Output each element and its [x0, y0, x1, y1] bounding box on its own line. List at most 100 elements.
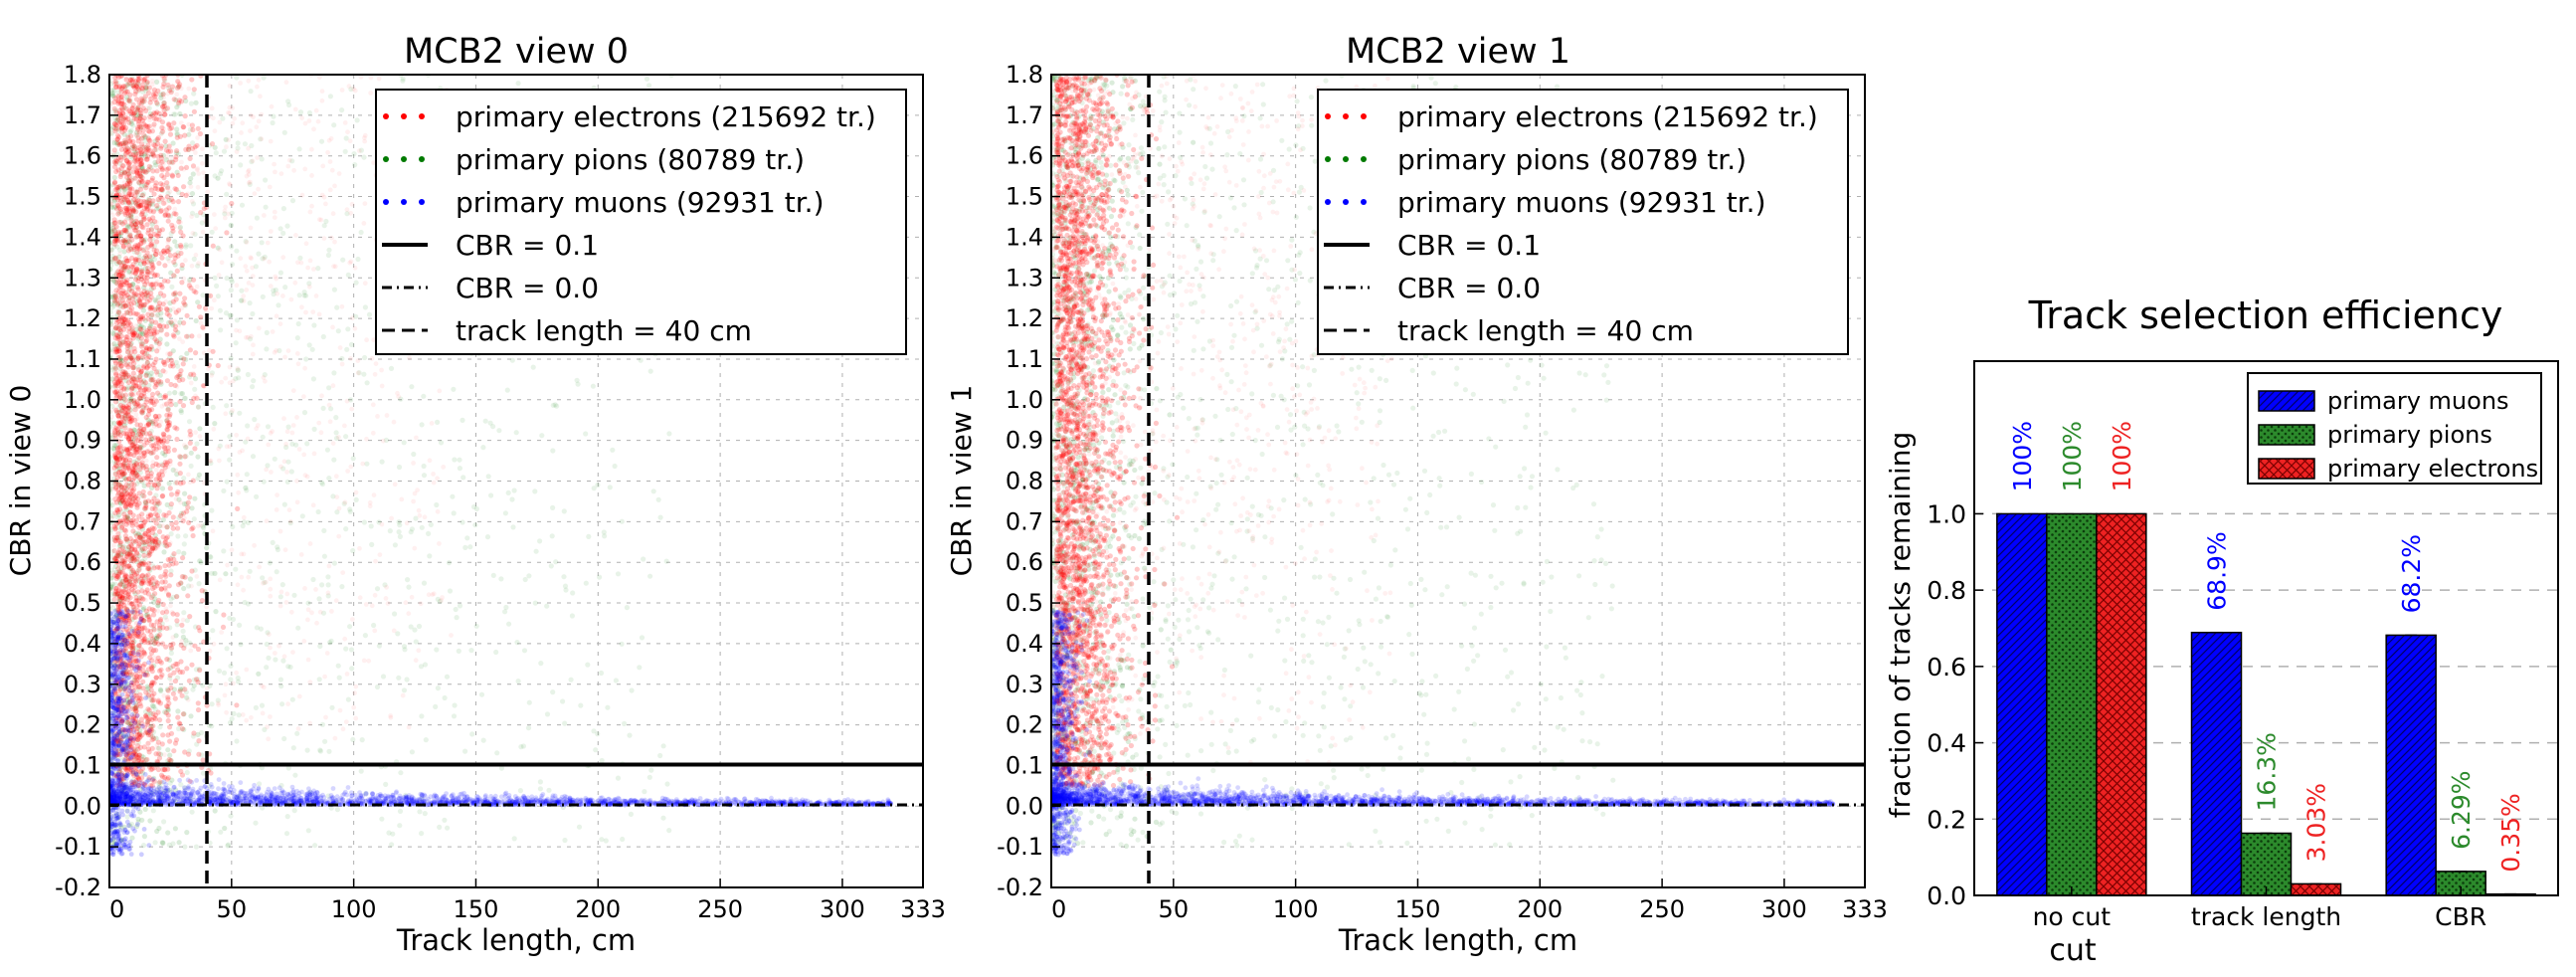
data-point	[273, 287, 278, 293]
data-point	[116, 254, 122, 260]
data-point	[119, 730, 125, 736]
data-point	[109, 300, 114, 306]
data-point	[544, 603, 550, 609]
data-point	[345, 272, 351, 278]
data-point	[182, 574, 188, 580]
data-point	[196, 303, 202, 309]
data-point	[127, 232, 133, 238]
data-point	[135, 287, 141, 293]
data-point	[183, 146, 189, 152]
data-point	[153, 339, 160, 345]
data-point	[209, 229, 215, 235]
data-point	[315, 266, 321, 272]
data-point	[182, 113, 188, 119]
data-point	[146, 688, 152, 694]
data-point	[155, 368, 161, 374]
data-point	[170, 363, 176, 369]
data-point	[206, 783, 213, 789]
data-point	[137, 324, 143, 330]
data-point	[185, 593, 191, 599]
data-point	[109, 346, 114, 352]
data-point	[155, 602, 161, 608]
data-point	[155, 233, 161, 239]
data-point	[369, 355, 375, 361]
data-point	[116, 373, 122, 379]
data-point	[195, 646, 202, 653]
data-point	[123, 652, 129, 658]
scatter-panel-view-0: MCB2 view 0 -0.2-0.10.00.10.20.30.40.50.…	[4, 32, 946, 957]
data-point	[138, 161, 144, 167]
data-point	[347, 506, 353, 512]
data-point	[149, 733, 156, 740]
data-point	[146, 707, 152, 713]
data-point	[607, 485, 613, 490]
data-point	[223, 375, 229, 381]
data-point	[131, 614, 137, 621]
data-point	[192, 446, 198, 452]
data-point	[112, 115, 118, 121]
data-point	[412, 627, 418, 633]
data-point	[554, 403, 560, 409]
data-point	[137, 396, 143, 402]
data-point	[124, 553, 130, 559]
data-point	[155, 304, 161, 310]
data-point	[129, 495, 135, 501]
data-point	[172, 799, 178, 805]
data-point	[186, 419, 193, 425]
data-point	[189, 809, 195, 815]
data-point	[109, 664, 114, 670]
data-point	[160, 516, 166, 523]
data-point	[120, 582, 126, 588]
data-point	[117, 685, 123, 691]
data-point	[375, 414, 380, 419]
data-point	[112, 581, 118, 588]
data-point	[271, 288, 276, 293]
data-point	[141, 442, 147, 448]
data-point	[191, 677, 197, 683]
data-point	[264, 346, 270, 352]
data-point	[121, 798, 127, 804]
data-point	[152, 640, 158, 646]
data-point	[550, 504, 556, 510]
data-point	[148, 485, 155, 491]
data-point	[168, 159, 175, 165]
data-point	[110, 513, 116, 519]
data-point	[484, 534, 491, 540]
data-point	[334, 494, 340, 499]
data-point	[158, 251, 164, 257]
data-point	[158, 131, 164, 137]
data-point	[228, 312, 234, 318]
data-point	[274, 348, 279, 353]
data-point	[200, 757, 206, 763]
data-point	[350, 456, 356, 462]
data-point	[117, 157, 123, 163]
data-point	[175, 250, 181, 256]
data-point	[160, 732, 166, 738]
data-point	[178, 408, 184, 414]
data-point	[154, 636, 160, 642]
data-point	[162, 138, 168, 144]
data-point	[404, 677, 410, 683]
data-point	[344, 346, 350, 352]
data-point	[181, 645, 187, 652]
data-point	[139, 355, 146, 361]
data-point	[478, 691, 485, 697]
data-point	[159, 130, 165, 136]
data-point	[115, 333, 121, 339]
data-point	[301, 452, 307, 458]
data-point	[135, 229, 141, 236]
data-point	[624, 605, 631, 611]
data-point	[262, 213, 267, 218]
data-point	[124, 89, 130, 95]
data-point	[131, 462, 138, 468]
data-point	[348, 647, 355, 653]
data-point	[157, 336, 163, 342]
data-point	[139, 192, 146, 199]
data-point	[132, 473, 138, 479]
data-point	[419, 713, 425, 719]
data-point	[537, 786, 544, 792]
data-point	[400, 692, 406, 698]
data-point	[144, 222, 150, 228]
data-point	[209, 723, 215, 729]
data-point	[137, 730, 143, 737]
